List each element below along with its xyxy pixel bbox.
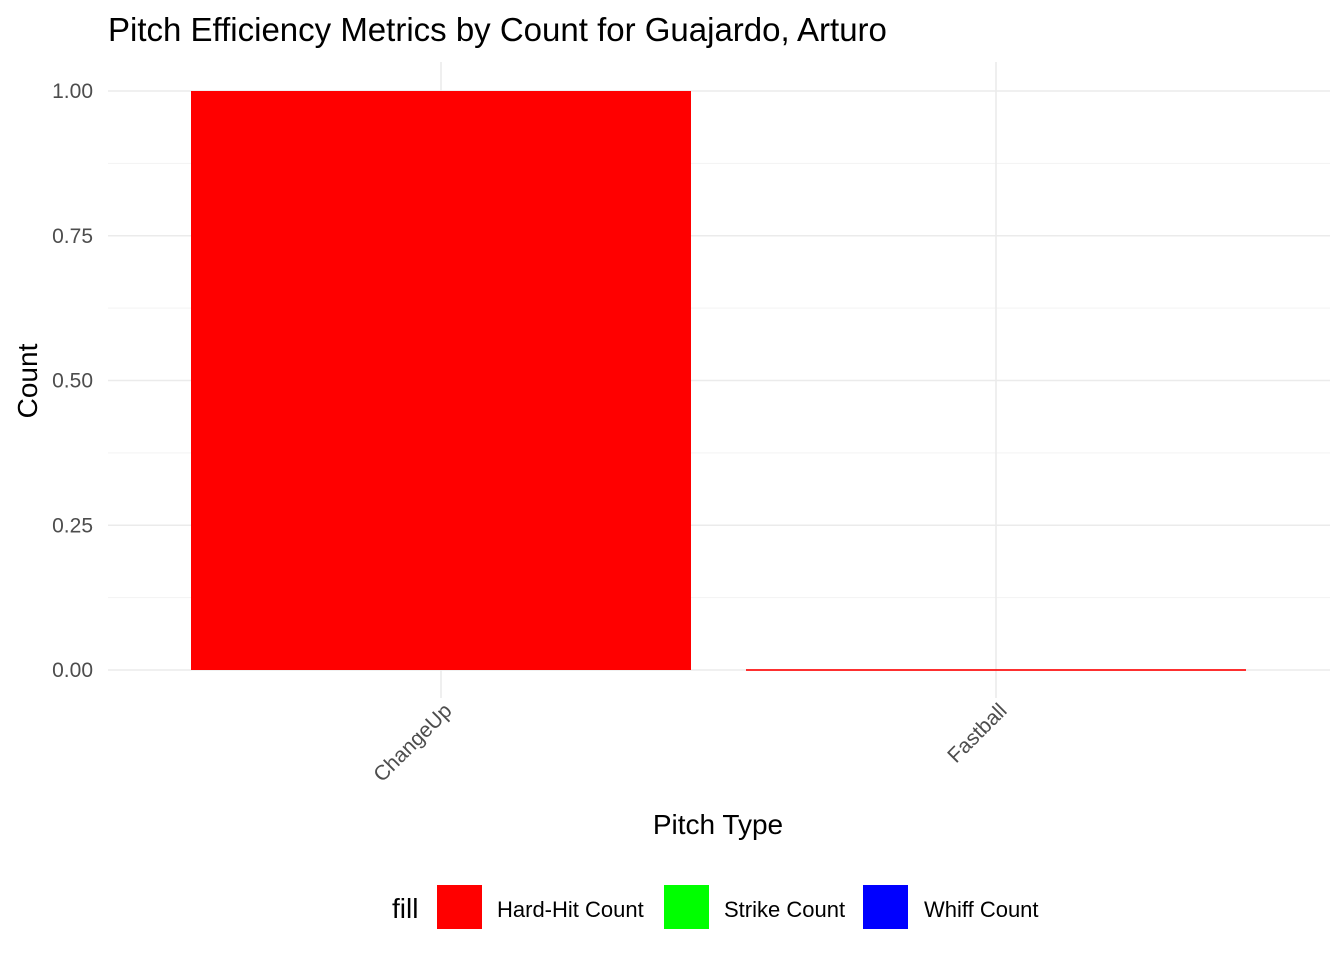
y-tick-label: 0.75 (52, 225, 93, 248)
y-tick-label: 0.50 (52, 370, 93, 393)
x-tick-label: ChangeUp (369, 699, 456, 786)
legend-key-strike-count (664, 885, 709, 929)
y-tick-label: 1.00 (52, 80, 93, 103)
y-axis-title: Count (12, 343, 43, 418)
y-axis: 0.00 0.25 0.50 0.75 1.00 (52, 80, 93, 682)
legend-label: Whiff Count (924, 897, 1039, 922)
x-axis: ChangeUp Fastball (369, 699, 1011, 786)
x-axis-title: Pitch Type (653, 809, 783, 840)
bar-fastball-hard-hit-count (746, 669, 1246, 671)
legend-key-hard-hit-count (437, 885, 482, 929)
legend-title: fill (392, 893, 418, 924)
bar-changeup-hard-hit-count (191, 91, 691, 670)
legend-label: Hard-Hit Count (497, 897, 644, 922)
x-tick-label: Fastball (943, 699, 1011, 767)
legend-key-whiff-count (863, 885, 908, 929)
chart-title: Pitch Efficiency Metrics by Count for Gu… (108, 11, 887, 48)
y-tick-label: 0.25 (52, 514, 93, 537)
y-tick-label: 0.00 (52, 659, 93, 682)
legend-label: Strike Count (724, 897, 845, 922)
legend: fill Hard-Hit Count Strike Count Whiff Cou… (392, 885, 1039, 929)
bars (191, 91, 1246, 671)
